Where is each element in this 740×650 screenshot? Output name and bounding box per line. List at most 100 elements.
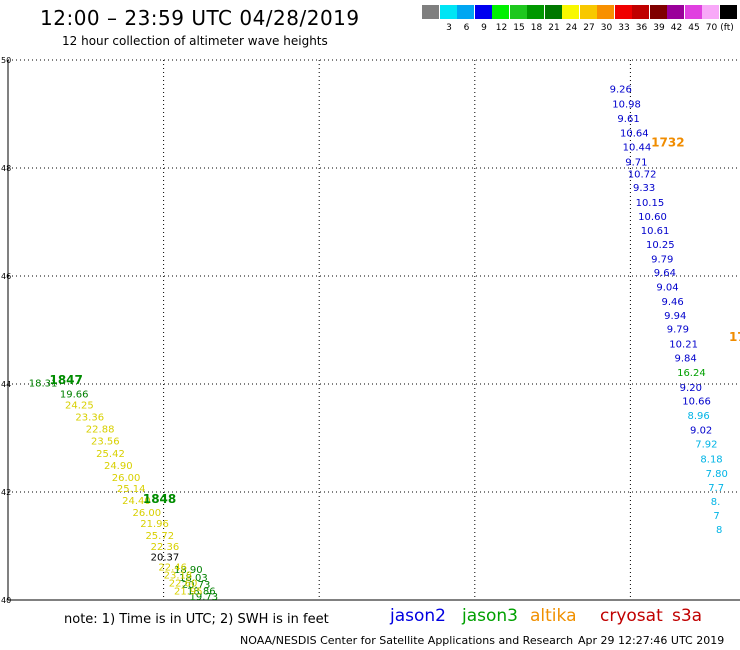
y-tick-label: 44 (1, 380, 11, 389)
scale-swatch (474, 5, 492, 19)
scale-swatch (544, 5, 562, 19)
scale-label: 18 (530, 23, 543, 33)
data-value-label: 10.15 (636, 198, 665, 209)
data-value-label: 7 (713, 511, 719, 522)
scale-label: 30 (600, 23, 613, 33)
scale-swatch (562, 5, 579, 19)
footer-note: note: 1) Time is in UTC; 2) SWH is in fe… (64, 612, 329, 627)
scale-label: 12 (495, 23, 508, 33)
x-tick-label: 168 (156, 603, 171, 604)
scale-label: 39 (653, 23, 665, 33)
footer-timestamp: Apr 29 12:27:46 UTC 2019 (578, 634, 725, 647)
data-value-label: 10.98 (612, 100, 641, 111)
time-label: 1848 (143, 492, 176, 506)
data-value-label: 10.44 (623, 143, 652, 154)
scale-swatch (597, 5, 614, 19)
scale-label: 6 (463, 23, 470, 33)
data-value-label: 21.95 (174, 587, 203, 598)
x-tick-label: 165 (0, 603, 15, 604)
data-value-label: 7.80 (706, 469, 728, 480)
data-value-label: 7.7 (708, 483, 724, 494)
scale-swatch (614, 5, 632, 19)
scale-label: 21 (548, 23, 560, 33)
data-value-label: 9.71 (625, 157, 647, 168)
data-value-label: 24.25 (65, 400, 94, 411)
scale-swatch (684, 5, 702, 19)
data-value-label: 19.73 (190, 592, 219, 603)
data-value-label: 9.33 (633, 183, 655, 194)
legend-altika: altika (530, 606, 577, 626)
data-value-label: 9.94 (664, 311, 686, 322)
data-value-label: 10.61 (641, 226, 670, 237)
data-value-label: 25.42 (96, 449, 125, 460)
legend-s3a: s3a (672, 606, 703, 626)
scale-label: 36 (635, 23, 648, 33)
data-value-label: 9.46 (662, 297, 684, 308)
time-label: 17 (729, 330, 740, 344)
data-value-label: 25.14 (117, 484, 146, 495)
data-value-label: 8.18 (700, 454, 722, 465)
y-tick-label: 46 (1, 272, 11, 281)
x-tick-label: 174 (467, 603, 482, 604)
data-value-label: 22.36 (151, 542, 180, 553)
data-value-label: 23.18 (164, 570, 193, 581)
data-value-label: 10.66 (682, 397, 711, 408)
scale-swatch (649, 5, 667, 19)
scale-label: 27 (583, 23, 595, 33)
scale-label: 24 (565, 23, 578, 33)
data-value-label: 9.79 (651, 255, 673, 266)
legend-jason3: jason3 (462, 606, 518, 626)
scale-label: 9 (481, 23, 487, 33)
data-value-label: 9.04 (656, 283, 678, 294)
scale-swatch (719, 5, 737, 19)
data-value-label: 9.84 (674, 353, 696, 364)
scale-swatch (457, 5, 474, 19)
scale-label: 3 (446, 23, 452, 33)
data-value-label: 20.37 (151, 553, 180, 564)
data-value-label: 18.90 (174, 565, 203, 576)
footer-credit: NOAA/NESDIS Center for Satellite Applica… (240, 634, 574, 647)
data-value-label: 21.96 (140, 519, 169, 530)
legend-cryosat: cryosat (600, 606, 663, 626)
data-value-label: 7.92 (695, 440, 717, 451)
data-value-label: 22.46 (158, 562, 187, 573)
scale-swatch (667, 5, 684, 19)
time-label: 1847 (49, 373, 82, 387)
plot-area: 1651681711741774042444648509.2610.989.61… (0, 56, 740, 604)
data-value-label: 10.64 (620, 129, 649, 140)
x-tick-label: 171 (312, 603, 327, 604)
scale-swatch (509, 5, 527, 19)
time-label: 1732 (651, 135, 684, 149)
y-tick-label: 40 (1, 596, 11, 604)
data-value-label: 23.56 (91, 436, 120, 447)
data-value-label: 9.26 (610, 84, 632, 95)
data-value-label: 16.24 (677, 368, 706, 379)
scale-swatch (492, 5, 509, 19)
data-value-label: 18.86 (187, 587, 216, 598)
data-value-label: 9.61 (617, 114, 639, 125)
scale-swatch (632, 5, 649, 19)
y-tick-label: 42 (1, 488, 11, 497)
scale-label: 33 (618, 23, 630, 33)
legend-jason2: jason2 (390, 606, 446, 626)
data-value-label: 18.31 (29, 379, 58, 390)
data-value-label: 8 (716, 525, 722, 536)
data-value-label: 9.79 (667, 325, 689, 336)
scale-swatch (527, 5, 544, 19)
data-value-label: 10.21 (669, 339, 698, 350)
scale-label: 70 (705, 23, 718, 33)
y-tick-label: 48 (1, 164, 11, 173)
data-value-label: 19.66 (60, 390, 89, 401)
data-value-label: 22.60 (169, 579, 198, 590)
data-value-label: 26.00 (132, 508, 161, 519)
data-value-label: 25.72 (145, 531, 174, 542)
chart-subtitle: 12 hour collection of altimeter wave hei… (62, 34, 328, 48)
scale-label: 15 (513, 23, 525, 33)
data-value-label: 26.00 (112, 473, 141, 484)
scale-swatch (439, 5, 457, 19)
data-value-label: 23.36 (75, 413, 104, 424)
scale-label: 45 (688, 23, 700, 33)
chart-title: 12:00 – 23:59 UTC 04/28/2019 (40, 6, 360, 30)
y-tick-label: 50 (1, 56, 11, 65)
data-value-label: 9.64 (654, 268, 676, 279)
